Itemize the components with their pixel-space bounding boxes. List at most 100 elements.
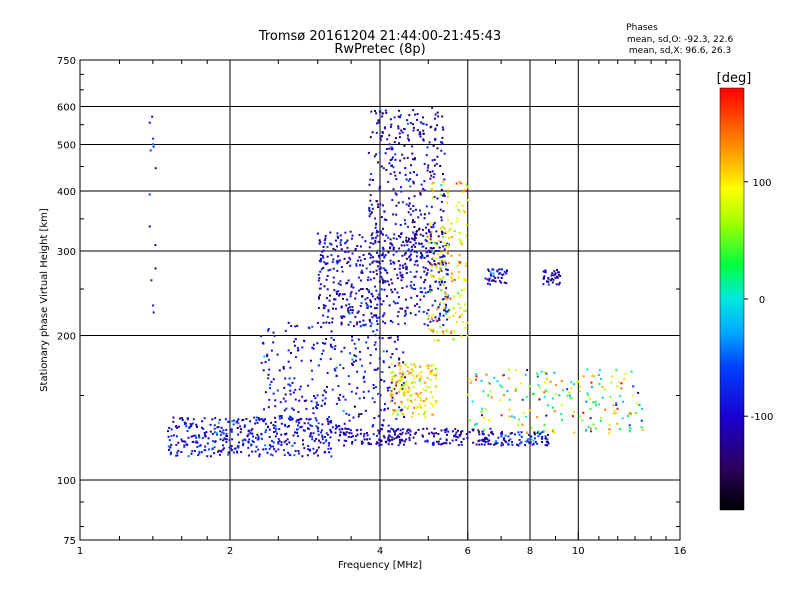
data-point xyxy=(445,429,448,432)
data-point xyxy=(329,357,332,360)
data-point xyxy=(440,251,443,254)
data-point xyxy=(378,432,381,435)
data-point xyxy=(441,262,444,265)
data-point xyxy=(443,309,445,312)
data-point xyxy=(363,380,366,383)
data-point xyxy=(195,423,198,426)
data-point xyxy=(496,380,499,383)
data-point xyxy=(417,373,420,376)
data-point xyxy=(196,441,199,444)
data-point xyxy=(285,407,288,410)
data-point xyxy=(375,131,378,134)
data-point xyxy=(417,216,420,219)
data-point xyxy=(393,116,396,119)
data-point xyxy=(405,306,408,309)
data-point xyxy=(335,424,338,427)
data-point xyxy=(237,418,240,421)
data-point xyxy=(416,259,419,262)
data-point xyxy=(315,425,318,428)
data-point xyxy=(592,401,595,404)
data-point xyxy=(416,264,419,267)
data-point xyxy=(434,250,437,252)
data-point xyxy=(348,419,351,422)
data-point xyxy=(492,279,495,282)
data-point xyxy=(292,408,295,411)
data-point xyxy=(177,441,180,444)
data-point xyxy=(363,396,365,399)
data-point xyxy=(375,289,378,292)
data-point xyxy=(439,312,442,315)
data-point xyxy=(319,270,322,273)
data-point xyxy=(374,307,376,310)
data-point xyxy=(364,409,367,412)
data-point xyxy=(395,137,397,140)
data-point xyxy=(445,287,448,290)
data-point xyxy=(419,365,422,368)
data-point xyxy=(447,195,449,198)
data-point xyxy=(294,431,296,434)
data-point xyxy=(175,454,178,457)
data-point xyxy=(247,441,250,444)
data-point xyxy=(272,378,275,381)
data-point xyxy=(488,279,491,282)
data-point xyxy=(477,440,480,443)
data-point xyxy=(305,417,308,420)
data-point xyxy=(353,325,355,327)
data-point xyxy=(258,455,261,458)
data-point xyxy=(443,442,446,444)
data-point xyxy=(359,259,362,262)
data-point xyxy=(349,321,352,324)
data-point xyxy=(492,272,495,275)
data-point xyxy=(382,419,385,422)
data-point xyxy=(483,416,485,419)
data-point xyxy=(425,240,428,243)
data-point xyxy=(426,146,429,149)
data-point xyxy=(416,118,418,121)
data-point xyxy=(616,407,619,410)
data-point xyxy=(398,132,401,135)
data-point xyxy=(337,397,340,400)
data-point xyxy=(380,165,383,168)
data-point xyxy=(429,235,432,238)
data-point xyxy=(216,426,219,429)
data-point xyxy=(362,319,365,322)
data-point xyxy=(324,451,327,454)
data-point xyxy=(274,416,277,419)
scatter-series xyxy=(167,416,333,458)
data-point xyxy=(310,359,312,362)
data-point xyxy=(436,155,439,158)
data-point xyxy=(339,280,342,283)
data-point xyxy=(421,228,424,231)
data-point xyxy=(324,440,327,443)
data-point xyxy=(297,349,300,352)
data-point xyxy=(316,321,319,324)
data-point xyxy=(280,441,283,444)
data-point xyxy=(366,279,369,281)
data-point xyxy=(539,432,542,434)
data-point xyxy=(270,380,273,383)
data-point xyxy=(427,164,430,167)
data-point xyxy=(458,262,461,265)
data-point xyxy=(396,291,399,294)
data-point xyxy=(344,427,347,430)
data-point xyxy=(431,159,434,162)
data-point xyxy=(441,115,444,118)
data-point xyxy=(337,439,340,442)
data-point xyxy=(369,320,372,323)
data-point xyxy=(413,377,416,380)
data-point xyxy=(287,451,290,454)
data-point xyxy=(404,309,407,312)
data-point xyxy=(321,434,324,437)
data-point xyxy=(405,236,408,239)
data-point xyxy=(222,429,225,432)
data-point xyxy=(365,438,368,441)
data-point xyxy=(287,349,290,352)
data-point xyxy=(440,289,443,292)
data-point xyxy=(409,430,412,433)
data-point xyxy=(490,273,492,276)
data-point xyxy=(460,182,462,185)
data-point xyxy=(355,392,358,395)
data-point xyxy=(356,370,359,373)
data-point xyxy=(392,261,395,263)
data-point xyxy=(311,346,314,349)
